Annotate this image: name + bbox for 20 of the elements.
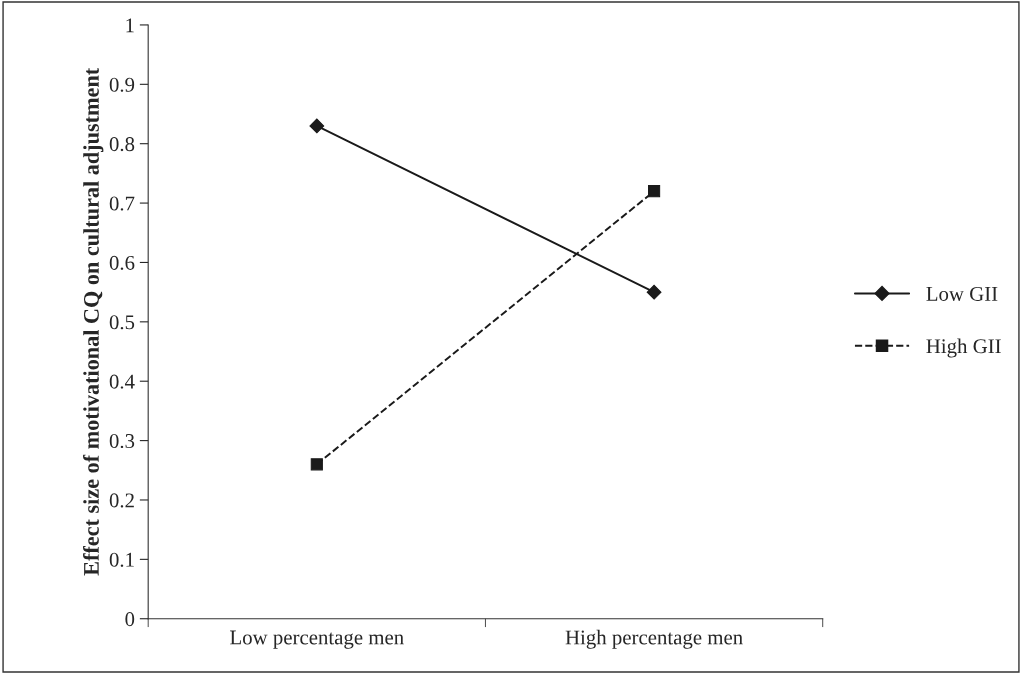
y-tick-label: 0.5 (109, 315, 135, 330)
point (648, 185, 661, 198)
point (310, 458, 323, 471)
y-tick-label: 0 (125, 612, 135, 627)
legend-label: Low GII (926, 286, 998, 301)
y-tick-label: 0.1 (109, 552, 134, 567)
y-tick-label: 0.6 (109, 255, 135, 270)
y-tick-label: 0.7 (109, 196, 135, 211)
y-tick-label: 0.9 (109, 77, 135, 92)
y-tick-label: 0.8 (109, 137, 135, 152)
y-tick-label: 0.3 (109, 433, 135, 449)
y-axis-title: Effect size of motivational CQ on cultural adjustment (83, 67, 104, 576)
y-tick-label: 0.2 (109, 493, 134, 508)
y-tick-label: 0.4 (109, 374, 135, 389)
y-tick-label: 1 (126, 18, 134, 33)
x-tick-label: Low percentage men (230, 630, 404, 649)
point (309, 118, 325, 134)
point (646, 284, 662, 300)
legend-label: High GII (926, 338, 1001, 358)
x-tick-label: High percentage men (565, 629, 743, 649)
